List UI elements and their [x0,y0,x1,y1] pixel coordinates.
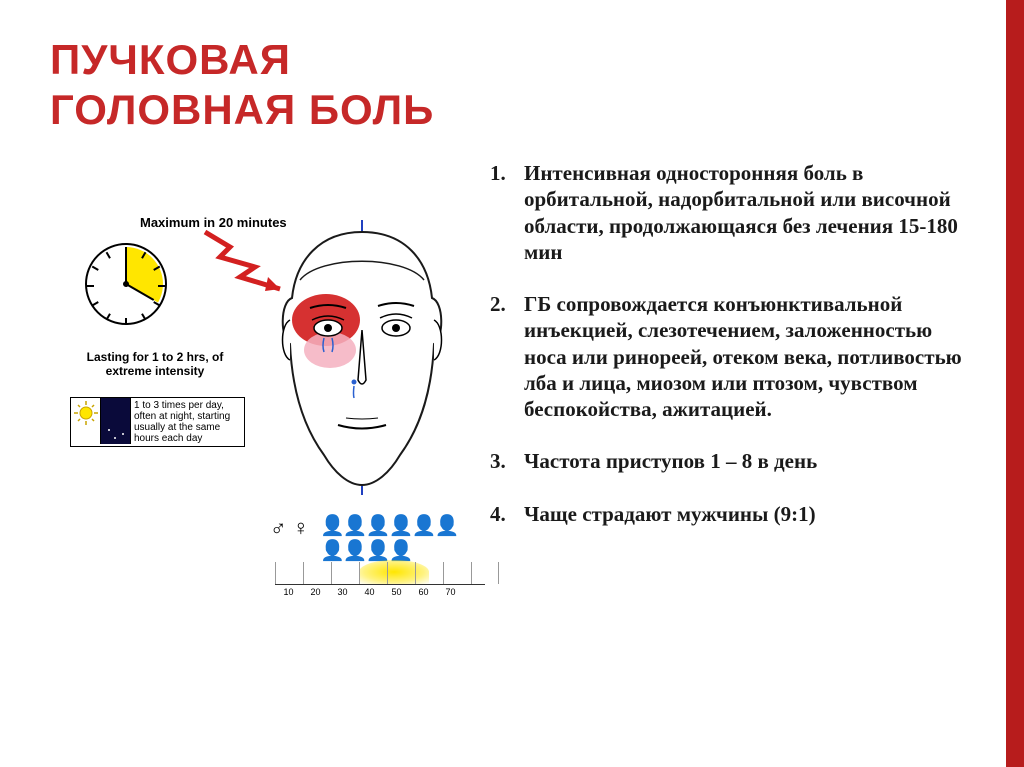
list-text: Чаще страдают мужчины (9:1) [524,501,980,527]
list-text: Частота приступов 1 – 8 в день [524,448,980,474]
age-distribution: 10 20 30 40 50 60 70 [275,550,485,597]
list-item: 2. ГБ сопровождается конъюнктивальной ин… [490,291,980,422]
list-number: 4. [490,501,524,527]
accent-bar [1006,0,1024,767]
slide-title: ПУЧКОВАЯ ГОЛОВНАЯ БОЛЬ [50,35,434,136]
medical-diagram: Maximum in 20 minutes [55,215,475,635]
list-text: ГБ сопровождается конъюнктивальной инъек… [524,291,980,422]
title-line2: ГОЛОВНАЯ БОЛЬ [50,86,434,133]
list-item: 1. Интенсивная односторонняя боль в орби… [490,160,980,265]
night-icon [101,398,131,444]
criteria-list: 1. Интенсивная односторонняя боль в орби… [490,160,980,553]
list-item: 4. Чаще страдают мужчины (9:1) [490,501,980,527]
day-icon [71,398,101,444]
list-number: 2. [490,291,524,317]
list-number: 1. [490,160,524,186]
age-axis-ticks: 10 20 30 40 50 60 70 [275,587,485,597]
frequency-box: 1 to 3 times per day, often at night, st… [70,397,245,447]
clock-icon [85,243,167,325]
list-number: 3. [490,448,524,474]
duration-label: Lasting for 1 to 2 hrs, of extreme inten… [80,350,230,379]
gender-symbols: ♂ ♀ [270,515,309,541]
clock-face [85,243,167,325]
face-illustration [250,220,475,500]
frequency-label: 1 to 3 times per day, often at night, st… [131,398,244,446]
title-line1: ПУЧКОВАЯ [50,36,291,83]
list-text: Интенсивная односторонняя боль в орбитал… [524,160,980,265]
list-item: 3. Частота приступов 1 – 8 в день [490,448,980,474]
